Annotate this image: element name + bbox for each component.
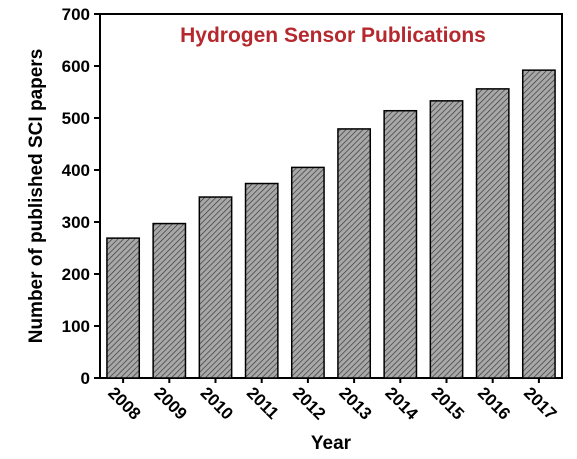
x-tick-label: 2012 xyxy=(289,383,329,423)
bar xyxy=(290,166,325,379)
y-tick-label: 100 xyxy=(62,317,90,336)
x-tick-label: 2017 xyxy=(520,383,560,423)
y-tick-label: 400 xyxy=(62,161,90,180)
y-tick-label: 200 xyxy=(62,265,90,284)
y-tick-label: 0 xyxy=(81,369,90,388)
x-tick-label: 2013 xyxy=(335,383,375,423)
plot-frame xyxy=(99,13,563,379)
bar xyxy=(429,100,464,379)
x-tick-label: 2011 xyxy=(243,383,283,423)
bar xyxy=(521,69,556,379)
x-axis-label: Year xyxy=(311,433,352,454)
bar xyxy=(152,222,187,379)
x-tick-label: 2016 xyxy=(474,383,514,423)
x-tick-label: 2014 xyxy=(381,383,422,424)
y-tick-label: 600 xyxy=(62,57,90,76)
x-tick-label: 2009 xyxy=(150,383,190,423)
bar xyxy=(244,182,279,379)
x-tick-label: 2008 xyxy=(104,383,144,423)
bar xyxy=(383,109,418,379)
x-tick-label: 2010 xyxy=(197,383,237,423)
y-tick-label: 700 xyxy=(62,5,90,24)
bar xyxy=(475,88,510,379)
y-tick-label: 500 xyxy=(62,109,90,128)
bar xyxy=(337,128,372,379)
y-tick-label: 300 xyxy=(62,213,90,232)
y-axis-label: Number of published SCI papers xyxy=(26,49,47,344)
x-tick-label: 2015 xyxy=(428,383,468,423)
chart-title: Hydrogen Sensor Publications xyxy=(180,24,486,47)
bar xyxy=(198,196,233,379)
bar xyxy=(106,237,141,379)
